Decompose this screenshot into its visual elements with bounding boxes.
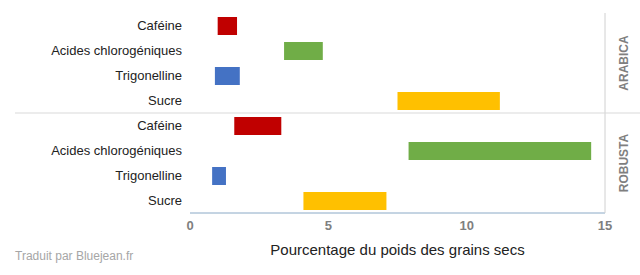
svg-text:Caféine: Caféine — [137, 118, 182, 133]
svg-text:Sucre: Sucre — [148, 93, 182, 108]
svg-text:Acides chlorogéniques: Acides chlorogéniques — [51, 43, 182, 58]
svg-text:Acides chlorogéniques: Acides chlorogéniques — [51, 143, 182, 158]
svg-text:Traduit par Bluejean.fr: Traduit par Bluejean.fr — [15, 249, 133, 263]
svg-text:ARABICA: ARABICA — [617, 35, 631, 91]
svg-text:Trigonelline: Trigonelline — [115, 68, 182, 83]
svg-text:10: 10 — [459, 218, 473, 233]
svg-text:Trigonelline: Trigonelline — [115, 168, 182, 183]
svg-text:5: 5 — [325, 218, 332, 233]
svg-text:Sucre: Sucre — [148, 193, 182, 208]
svg-text:0: 0 — [186, 218, 193, 233]
svg-text:15: 15 — [598, 218, 612, 233]
svg-text:Pourcentage du poids des grain: Pourcentage du poids des grains secs — [270, 241, 524, 258]
svg-text:Caféine: Caféine — [137, 18, 182, 33]
svg-text:ROBUSTA: ROBUSTA — [617, 133, 631, 192]
